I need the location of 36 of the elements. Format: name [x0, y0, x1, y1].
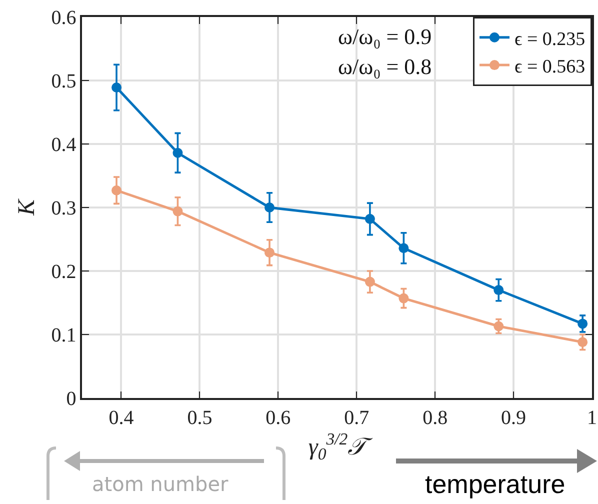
y-tick-label: 0.6: [51, 7, 76, 29]
text: atom number: [92, 472, 230, 496]
point: [172, 206, 183, 216]
x-tick-label: 0.7: [344, 406, 370, 429]
x-tick-label: 1: [587, 406, 597, 429]
annotation: ω/ω₀ = 0.8: [338, 54, 432, 79]
point: [364, 214, 375, 224]
legend-label: ϵ = 0.563: [514, 56, 586, 78]
x-tick-label: 0.8: [422, 406, 448, 429]
x-tick-label: 0.6: [266, 406, 291, 429]
point: [264, 248, 275, 258]
point: [494, 285, 504, 296]
text: temperature: [425, 469, 566, 499]
point: [398, 293, 409, 304]
x-tick-label: 0.4: [108, 406, 134, 429]
y-tick-label: 0.2: [51, 261, 76, 283]
point: [398, 243, 409, 254]
annotation: ω/ω₀ = 0.9: [338, 24, 432, 49]
y-tick-label: 0.1: [51, 324, 76, 346]
y-tick-label: 0.5: [51, 70, 76, 92]
x-tick-label: 0.5: [187, 406, 212, 429]
legend-label: ϵ = 0.235: [514, 28, 586, 50]
point: [172, 148, 183, 158]
y-axis-title: K: [14, 198, 40, 217]
point: [494, 321, 504, 332]
x-tick-label: 0.9: [501, 406, 526, 429]
x-axis-title: γ$_{0}$$^{3/2}$𝒯: [308, 429, 374, 464]
y-tick-label: 0.4: [51, 134, 76, 156]
point: [578, 318, 588, 329]
y-tick-label: 0.3: [51, 198, 76, 220]
point: [112, 82, 122, 92]
point: [578, 337, 588, 348]
point: [264, 202, 275, 212]
point: [112, 185, 122, 196]
point: [364, 276, 375, 287]
y-tick-label: 0: [66, 388, 76, 410]
